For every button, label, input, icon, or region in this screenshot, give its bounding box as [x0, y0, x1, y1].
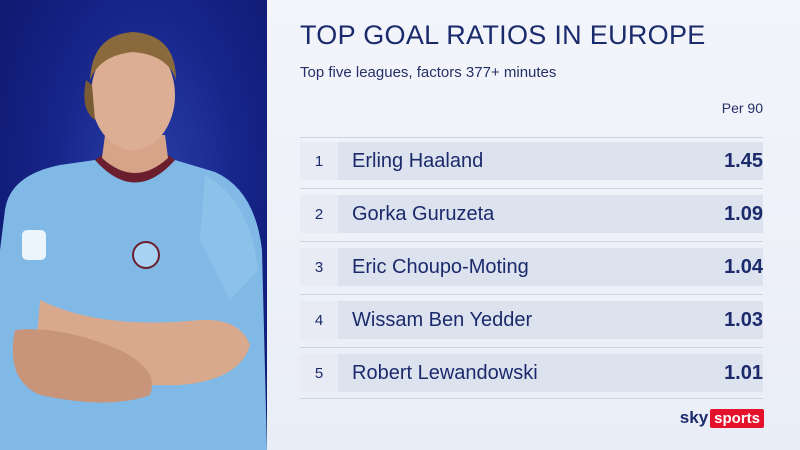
table-row: 4 Wissam Ben Yedder 1.03 — [300, 301, 763, 339]
row-divider — [300, 294, 763, 295]
goal-ratio-value: 1.09 — [724, 203, 763, 225]
per90-column-header: Per 90 — [721, 100, 763, 116]
row-divider — [300, 347, 763, 348]
goal-ratio-value: 1.01 — [724, 362, 763, 384]
player-name: Wissam Ben Yedder — [352, 309, 533, 331]
rank-badge: 4 — [300, 301, 338, 339]
row-divider — [300, 188, 763, 189]
player-name: Gorka Guruzeta — [352, 203, 495, 225]
row-divider — [300, 398, 763, 399]
table-row: 3 Eric Choupo-Moting 1.04 — [300, 248, 763, 286]
player-name: Erling Haaland — [352, 150, 484, 172]
row-divider — [300, 241, 763, 242]
table-row: 2 Gorka Guruzeta 1.09 — [300, 195, 763, 233]
rank-badge: 3 — [300, 248, 338, 286]
player-name: Robert Lewandowski — [352, 362, 538, 384]
goal-ratio-value: 1.04 — [724, 256, 763, 278]
page-title: TOP GOAL RATIOS IN EUROPE — [300, 20, 706, 50]
player-photo — [0, 32, 267, 450]
row-divider — [300, 137, 763, 138]
rank-badge: 1 — [300, 142, 338, 180]
goal-ratio-value: 1.03 — [724, 309, 763, 331]
goal-ratio-value: 1.45 — [724, 150, 763, 172]
sky-wordmark: sky — [679, 408, 709, 427]
table-row: 5 Robert Lewandowski 1.01 — [300, 354, 763, 392]
page-subtitle: Top five leagues, factors 377+ minutes — [300, 64, 557, 81]
player-photo-panel — [0, 0, 267, 450]
rank-badge: 2 — [300, 195, 338, 233]
player-name: Eric Choupo-Moting — [352, 256, 529, 278]
rank-badge: 5 — [300, 354, 338, 392]
sports-wordmark: sports — [710, 408, 764, 428]
table-row: 1 Erling Haaland 1.45 — [300, 142, 763, 180]
sky-sports-logo: sky sports — [680, 408, 764, 428]
